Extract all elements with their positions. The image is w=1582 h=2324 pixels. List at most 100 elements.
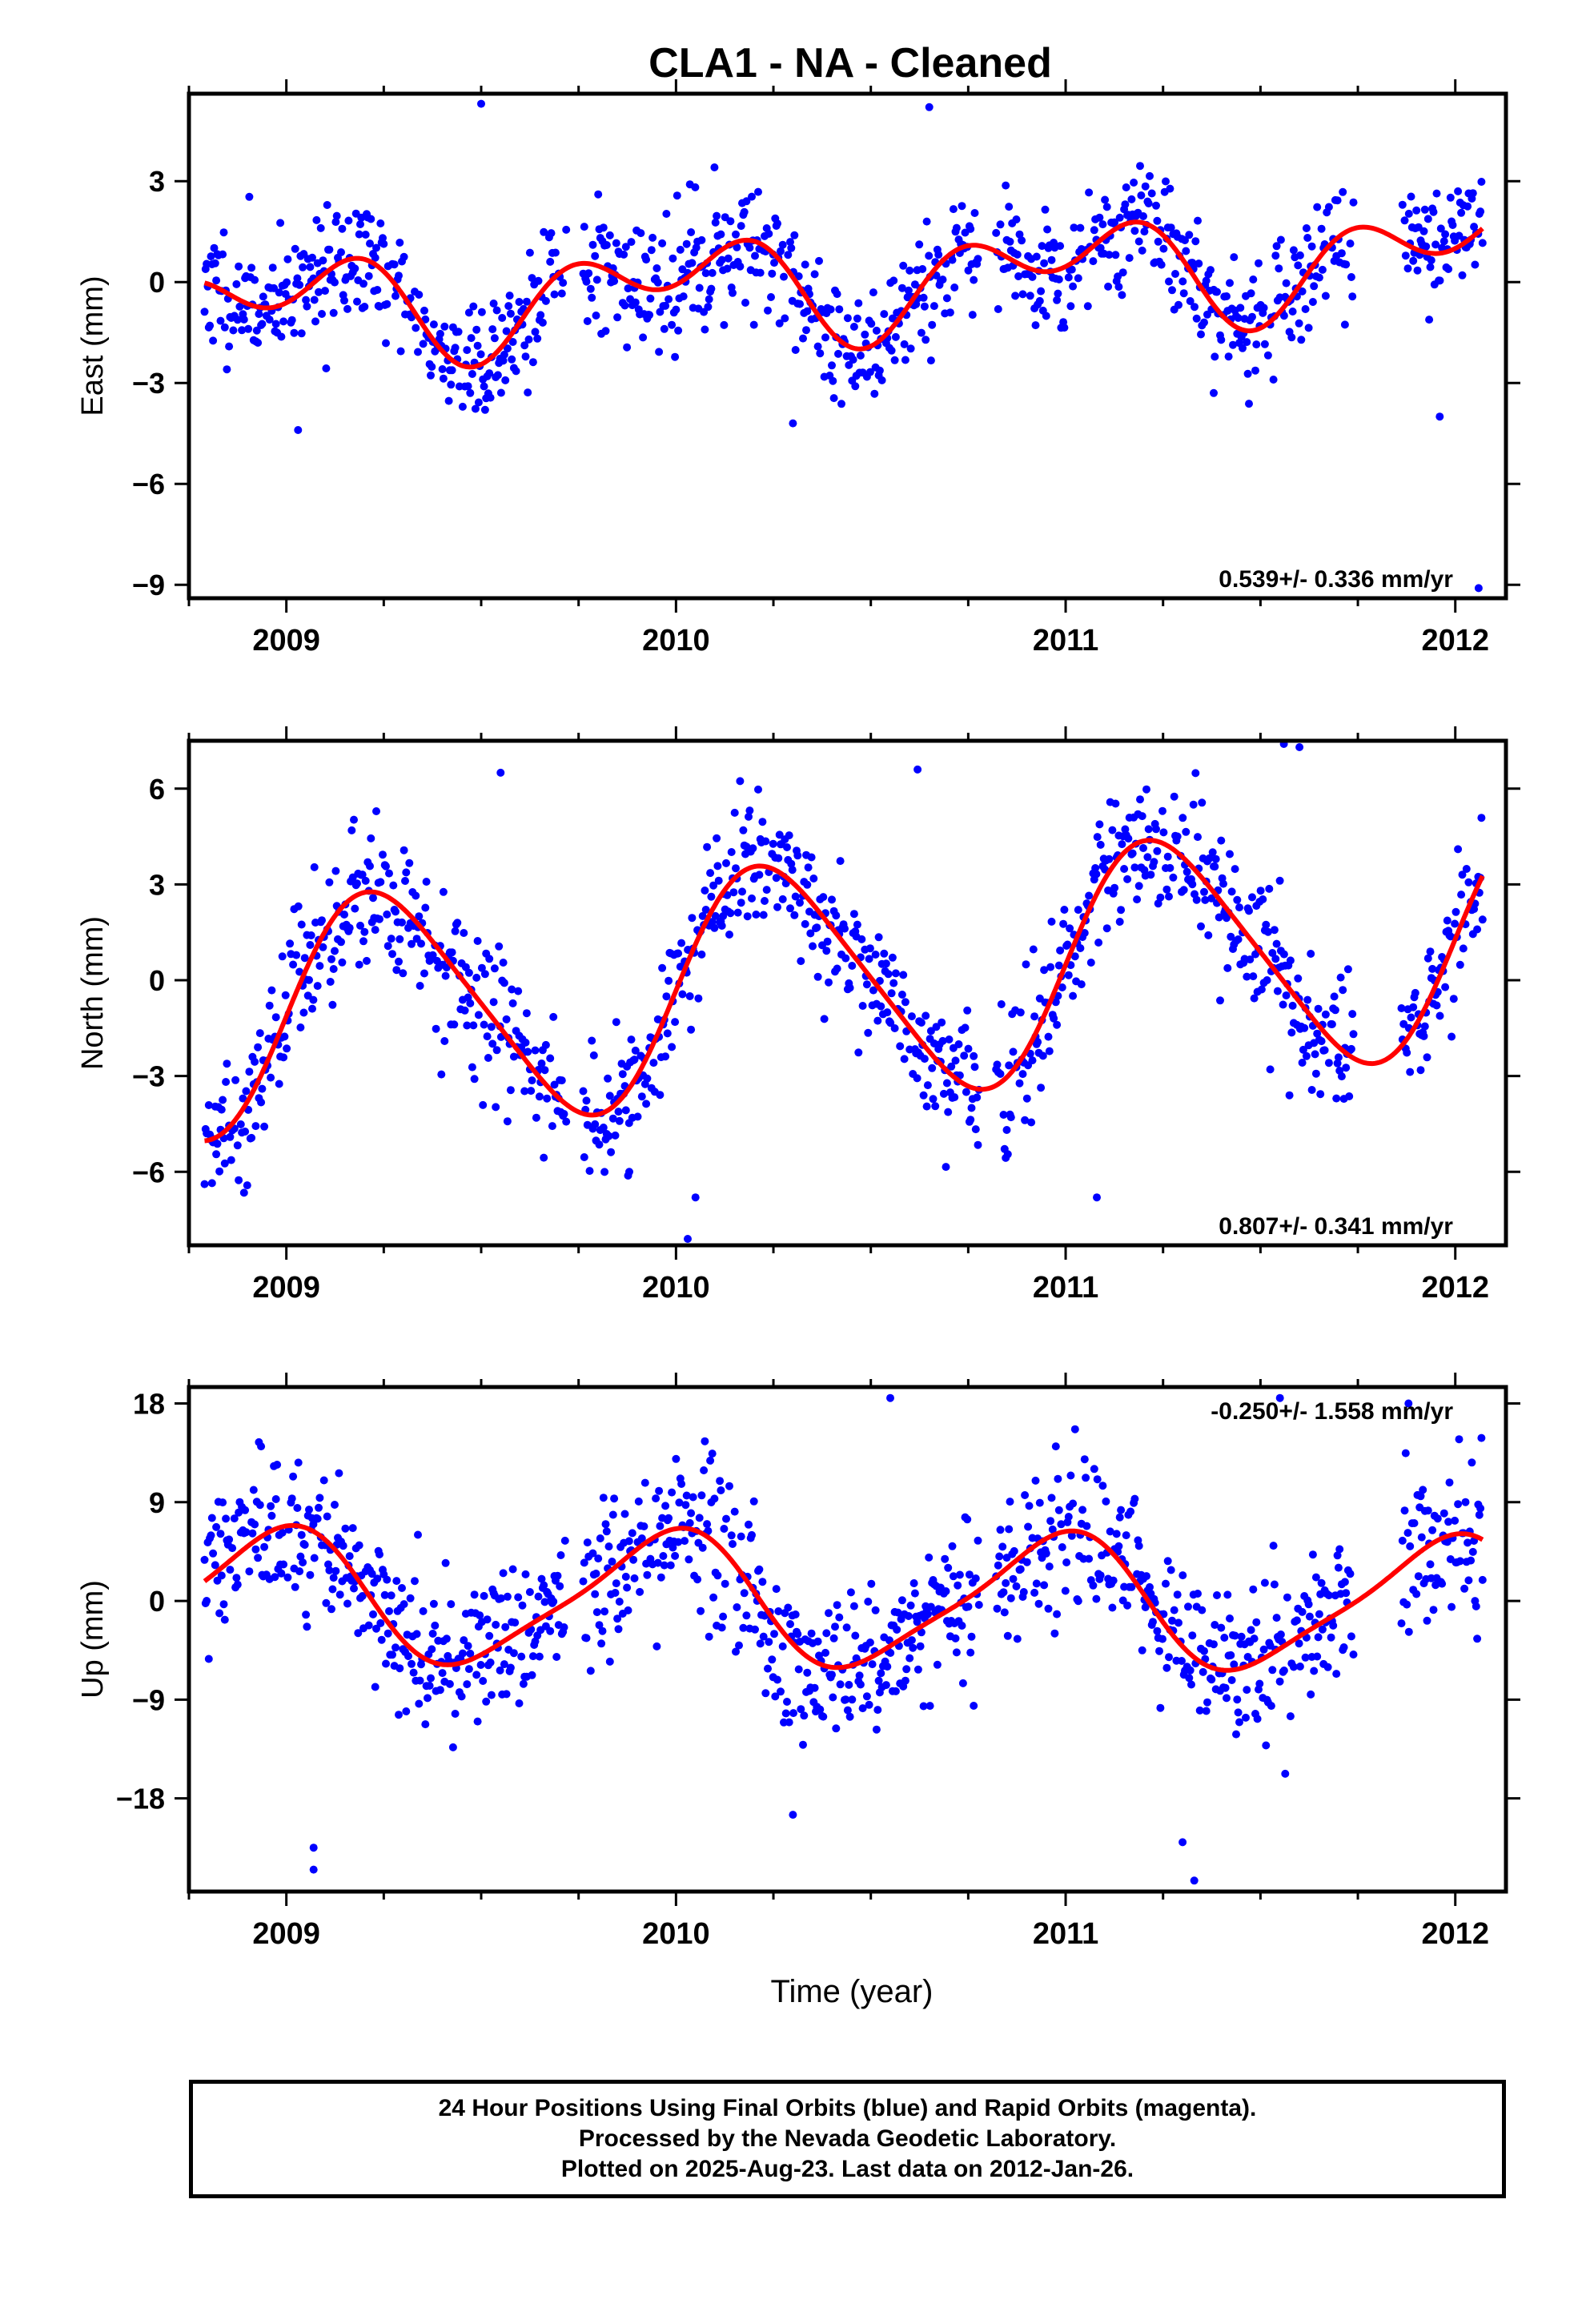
data-point	[1269, 376, 1278, 384]
data-point	[1130, 227, 1139, 235]
data-point	[233, 316, 242, 324]
data-point	[891, 332, 900, 341]
data-point	[438, 1669, 447, 1678]
data-point	[681, 1501, 690, 1510]
data-point	[707, 284, 716, 293]
data-point	[1181, 236, 1189, 244]
data-point	[267, 986, 276, 995]
data-point	[1297, 336, 1306, 344]
data-point	[1080, 929, 1089, 937]
data-point	[431, 1621, 440, 1630]
data-point	[313, 1514, 322, 1523]
data-point	[271, 1573, 279, 1582]
data-point	[711, 218, 720, 227]
data-point	[771, 1692, 780, 1701]
data-point	[1464, 202, 1472, 211]
data-point	[367, 1570, 376, 1578]
y-axis-label: North (mm)	[76, 916, 110, 1070]
data-point	[942, 1587, 950, 1595]
data-point	[472, 325, 481, 334]
data-point	[1034, 1038, 1042, 1047]
data-point	[717, 1623, 726, 1632]
data-point	[661, 1502, 670, 1510]
data-point	[511, 1618, 520, 1627]
data-point	[748, 192, 756, 201]
data-point	[833, 1601, 841, 1610]
data-point	[869, 288, 877, 297]
data-point	[1156, 1703, 1165, 1712]
data-point	[1304, 324, 1313, 332]
data-point	[1157, 260, 1166, 269]
data-point	[816, 1705, 825, 1714]
data-point	[235, 302, 244, 311]
data-point	[440, 1037, 449, 1045]
data-point	[599, 223, 608, 232]
data-point	[1335, 1545, 1344, 1554]
data-point	[697, 1491, 706, 1500]
data-point	[525, 1588, 534, 1596]
data-point	[464, 382, 472, 391]
data-point	[531, 1046, 540, 1055]
data-point	[1406, 1542, 1415, 1550]
data-point	[1412, 1590, 1421, 1598]
data-point	[764, 1664, 772, 1673]
data-point	[592, 275, 601, 284]
data-point	[331, 278, 339, 287]
data-point	[1098, 220, 1107, 229]
data-point	[713, 211, 721, 220]
data-point	[614, 1625, 623, 1634]
data-point	[463, 1021, 472, 1030]
data-point	[701, 906, 710, 914]
data-point	[714, 876, 723, 885]
data-point	[1268, 1666, 1277, 1675]
data-point	[296, 1023, 305, 1031]
data-point	[668, 320, 677, 329]
data-point	[786, 238, 794, 247]
data-point	[371, 926, 379, 935]
data-point	[612, 1018, 620, 1027]
data-point	[1061, 1586, 1070, 1595]
data-point	[534, 1592, 543, 1601]
data-point	[709, 881, 718, 890]
data-point	[229, 326, 238, 335]
data-point	[963, 1515, 972, 1524]
data-point	[335, 1590, 344, 1599]
data-point	[376, 878, 385, 887]
data-point	[1227, 887, 1236, 896]
data-point	[1343, 965, 1352, 974]
data-point	[232, 279, 241, 288]
data-point	[1035, 1498, 1044, 1507]
data-point	[1468, 1458, 1476, 1467]
data-point	[1247, 1626, 1255, 1634]
data-point	[372, 1624, 380, 1633]
data-point	[540, 1153, 548, 1162]
data-point	[951, 1634, 960, 1642]
data-point	[1187, 1680, 1195, 1689]
data-point	[938, 275, 947, 284]
data-point	[1295, 251, 1304, 259]
data-point	[621, 1572, 630, 1581]
data-point	[716, 1477, 725, 1486]
data-point	[873, 1706, 882, 1715]
data-point	[460, 929, 468, 937]
data-point	[1475, 1510, 1484, 1519]
data-point	[1054, 1506, 1063, 1514]
data-point	[745, 806, 754, 815]
data-point	[356, 220, 364, 228]
data-point	[332, 211, 341, 220]
data-point	[293, 1504, 302, 1512]
data-point	[1044, 1604, 1053, 1613]
data-point	[219, 1096, 227, 1104]
data-point	[1426, 263, 1435, 271]
data-point	[1093, 1193, 1101, 1202]
data-point	[992, 228, 1001, 237]
data-point	[500, 979, 508, 987]
data-point	[723, 264, 732, 273]
data-point	[1398, 1536, 1407, 1545]
data-point	[1155, 1647, 1163, 1655]
data-point	[496, 388, 505, 397]
data-point	[688, 914, 697, 923]
data-point	[1279, 312, 1288, 320]
data-point	[1018, 236, 1026, 245]
data-point	[1347, 1044, 1355, 1053]
